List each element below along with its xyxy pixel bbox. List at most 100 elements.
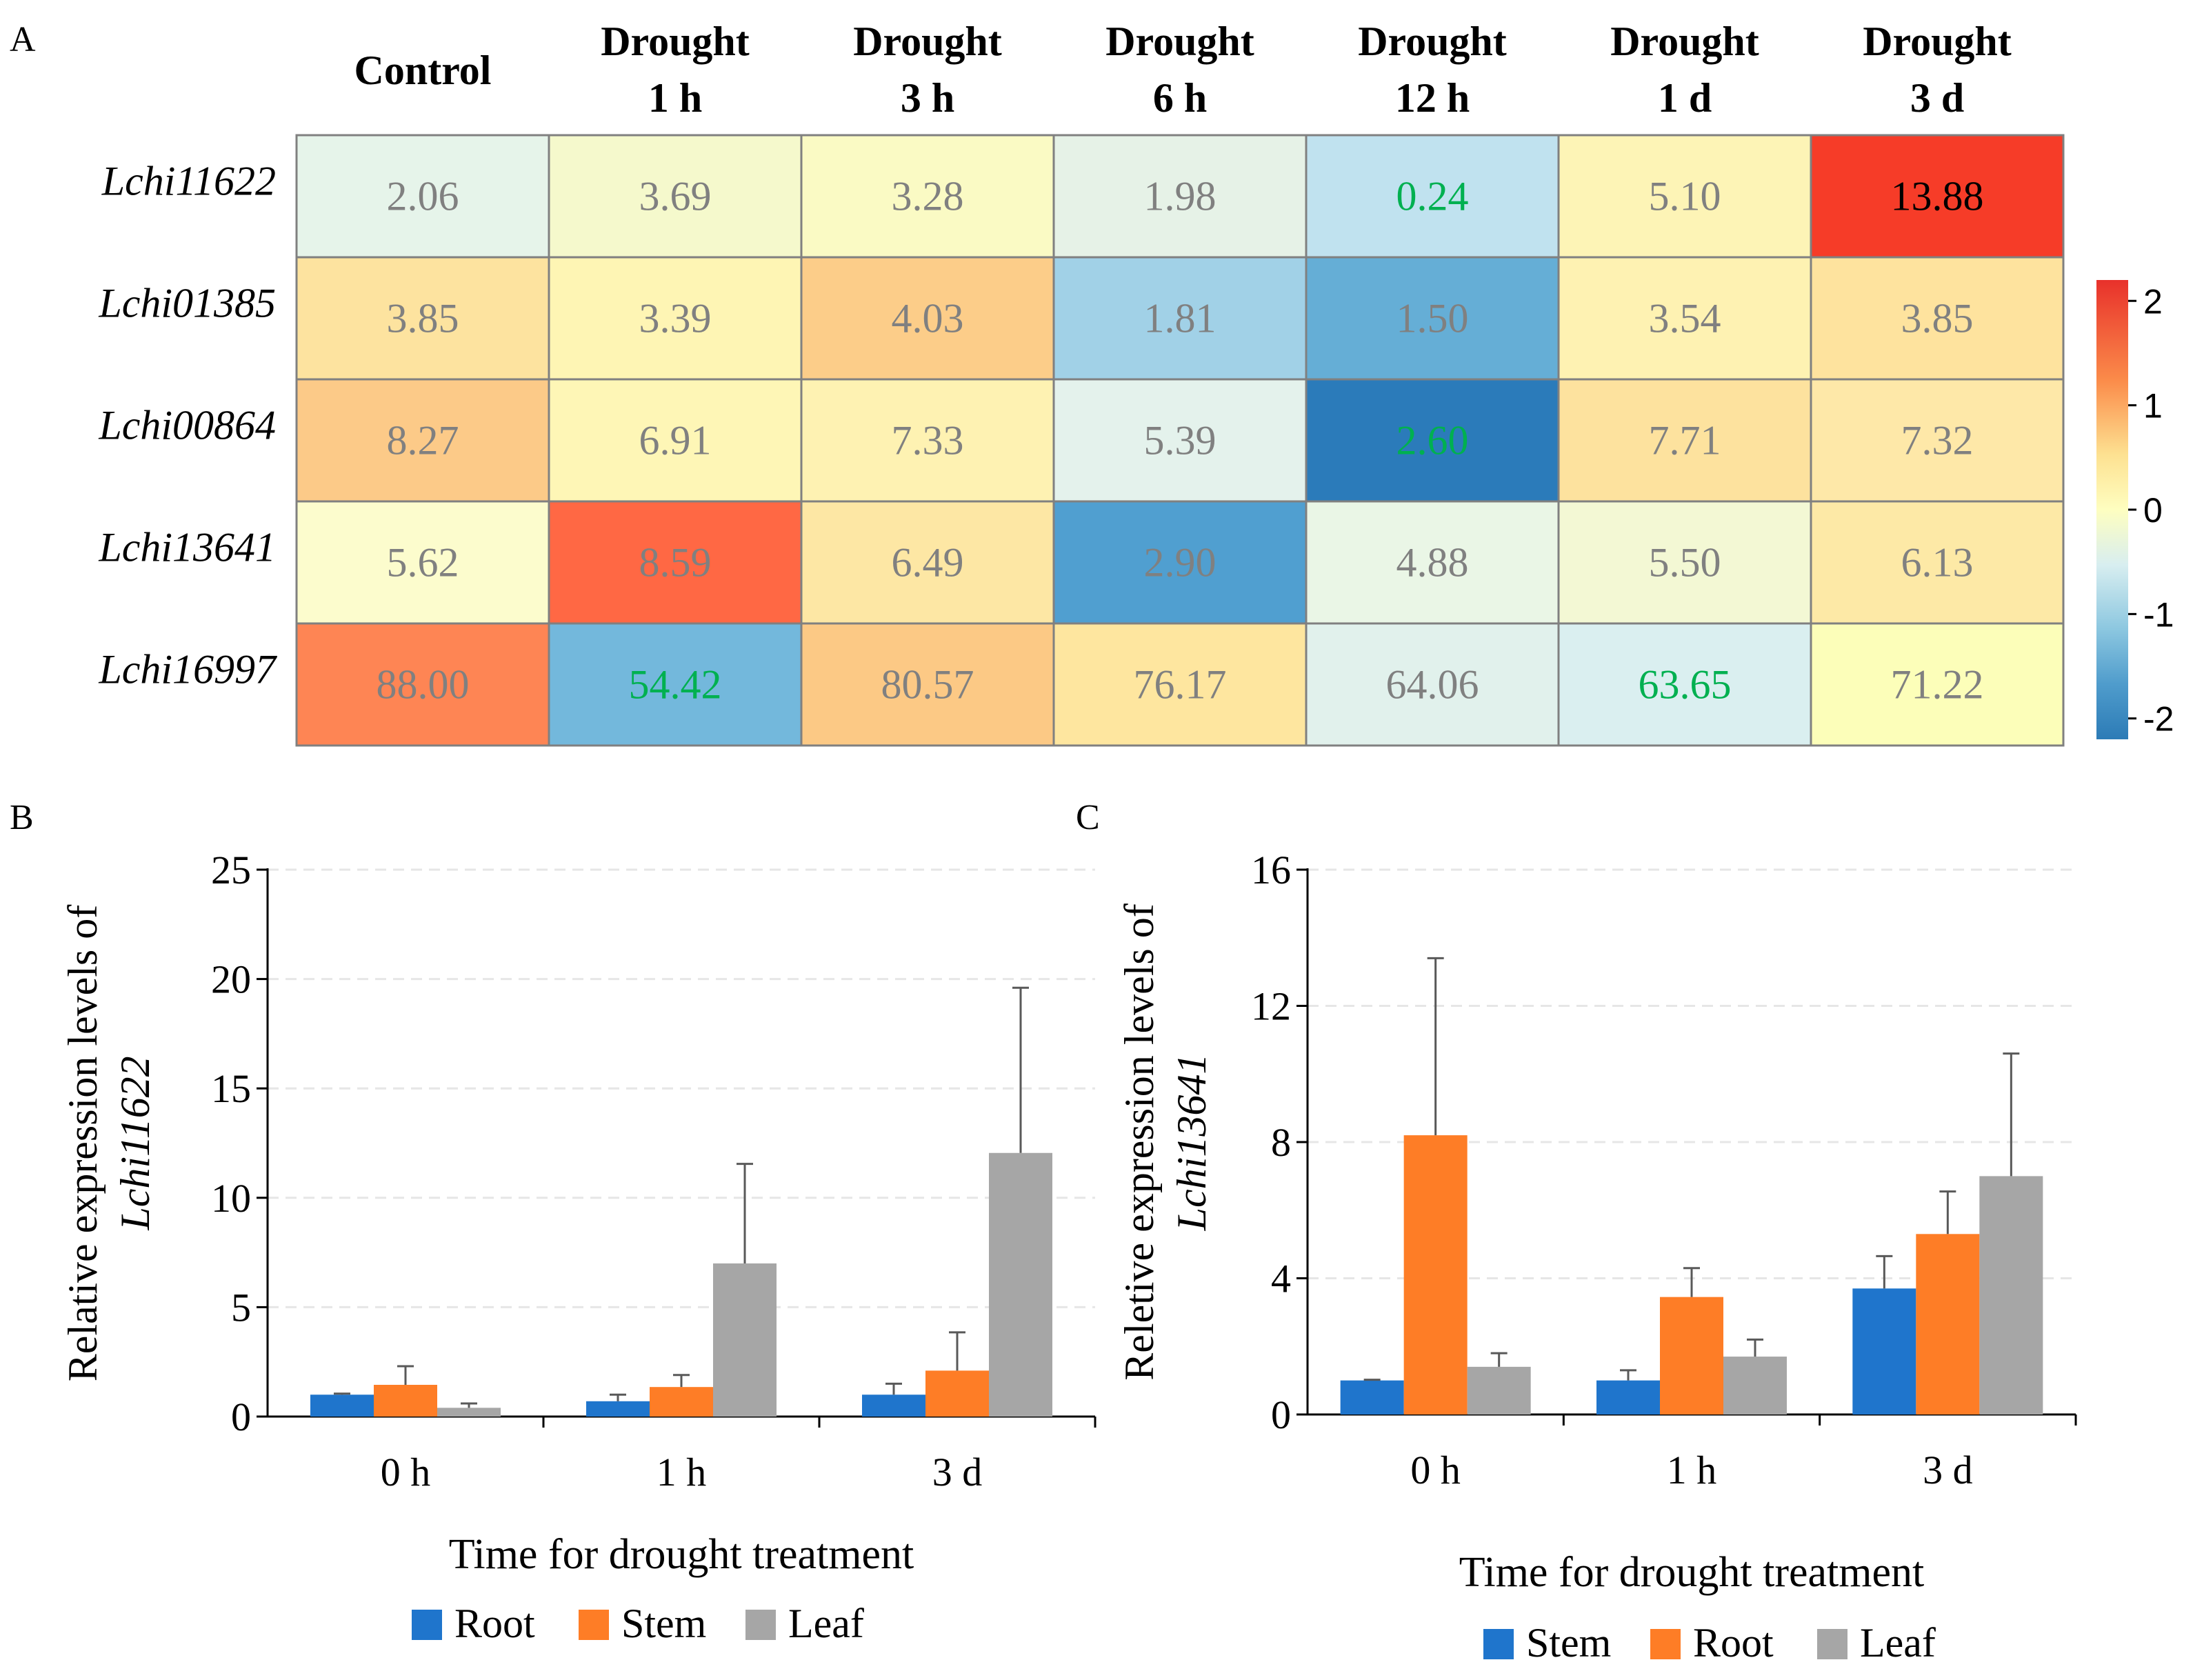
column-header: Drought xyxy=(1863,19,2012,64)
heatmap-cell xyxy=(1810,500,2065,625)
heatmap-cell-value: 7.32 xyxy=(1901,418,1974,463)
row-label: Lchi01385 xyxy=(98,281,276,326)
column-header-sub: 1 h xyxy=(648,75,702,121)
y-tick-label: 8 xyxy=(1271,1120,1291,1165)
heatmap-cell-value: 5.39 xyxy=(1144,418,1216,463)
y-tick-label: 20 xyxy=(211,957,251,1002)
y-tick-label: 12 xyxy=(1251,984,1291,1029)
legend-swatch xyxy=(745,1610,776,1640)
heatmap-cell-value: 1.81 xyxy=(1144,296,1216,341)
bar-leaf xyxy=(713,1263,777,1417)
bar-stem xyxy=(374,1385,437,1417)
bar-stem xyxy=(650,1387,713,1417)
column-header-sub: 3 h xyxy=(901,75,954,121)
y-axis-label: Relative expression levels of xyxy=(60,905,106,1381)
column-header: Drought xyxy=(1358,19,1507,64)
bar-leaf xyxy=(437,1408,501,1417)
heatmap-cell xyxy=(1557,500,1812,625)
heatmap-cell xyxy=(1052,134,1308,259)
heatmap-cell-value: 2.90 xyxy=(1144,540,1216,586)
heatmap-cell xyxy=(1557,378,1812,503)
column-header-sub: 6 h xyxy=(1153,75,1207,121)
row-label: Lchi16997 xyxy=(98,647,278,692)
panel-label-a: A xyxy=(10,20,36,59)
legend-swatch xyxy=(1650,1629,1681,1659)
row-label: Lchi00864 xyxy=(98,403,276,448)
heatmap-cell xyxy=(548,378,803,503)
heatmap-cell-value: 8.27 xyxy=(387,418,459,463)
y-tick-label: 16 xyxy=(1251,848,1291,892)
heatmap-cell-value: 2.60 xyxy=(1396,418,1469,463)
heatmap-cell-value: 0.24 xyxy=(1396,174,1469,219)
colorbar-tick-label: 0 xyxy=(2143,491,2163,530)
heatmap-cell xyxy=(1052,378,1308,503)
heatmap-cell-value: 3.69 xyxy=(639,174,712,219)
heatmap-cell xyxy=(295,622,550,747)
heatmap-cell xyxy=(800,378,1055,503)
column-header: Drought xyxy=(601,19,750,64)
heatmap-cell xyxy=(1557,622,1812,747)
heatmap-cell xyxy=(295,256,550,381)
bar-root xyxy=(862,1394,925,1417)
bar-chart-c: 0 4 8 12 16 0 h 1 h 3 d Reletive expression leve… xyxy=(1116,848,2077,1666)
heatmap-cell xyxy=(1052,500,1308,625)
heatmap-cell xyxy=(1305,256,1560,381)
panel-a: A Control Drought 1 h Drought 3 h Drought 6 h D… xyxy=(10,19,2174,747)
x-tick-label: 1 h xyxy=(657,1450,707,1494)
y-tick-label: 5 xyxy=(231,1285,251,1330)
bar-chart-b: 0 5 10 15 20 25 0 h 1 h 3 d Relative expression l… xyxy=(60,848,1096,1646)
legend-label: Stem xyxy=(621,1601,706,1646)
heatmap-cell-value: 13.88 xyxy=(1891,174,1984,219)
heatmap-cell xyxy=(548,134,803,259)
heatmap-cell xyxy=(1305,378,1560,503)
panel-label-b: B xyxy=(10,798,34,837)
column-header: Drought xyxy=(1610,19,1759,64)
x-tick-label: 0 h xyxy=(1410,1448,1461,1492)
heatmap-cell-value: 80.57 xyxy=(881,662,974,708)
heatmap-cell-value: 1.50 xyxy=(1396,296,1469,341)
heatmap-cell-value: 64.06 xyxy=(1386,662,1479,708)
y-axis-label: Reletive expression levels of xyxy=(1116,903,1162,1380)
heatmap-cell-value: 8.59 xyxy=(639,540,712,586)
heatmap-cell xyxy=(1810,378,2065,503)
bar-leaf xyxy=(989,1152,1052,1417)
heatmap-cell-value: 88.00 xyxy=(377,662,470,708)
heatmap-cell-value: 5.62 xyxy=(387,540,459,586)
bar-stem xyxy=(1596,1380,1660,1414)
heatmap-cell-value: 71.22 xyxy=(1891,662,1984,708)
heatmap-cell xyxy=(800,622,1055,747)
heatmap-cell xyxy=(1810,622,2065,747)
heatmap-cell xyxy=(1557,134,1812,259)
heatmap-cell xyxy=(295,500,550,625)
heatmap-cell-value: 6.49 xyxy=(892,540,964,586)
y-tick-label: 4 xyxy=(1271,1257,1291,1301)
heatmap-cell-value: 3.39 xyxy=(639,296,712,341)
colorbar-tick-label: 2 xyxy=(2143,282,2163,321)
column-header: Drought xyxy=(1105,19,1254,64)
legend-label: Stem xyxy=(1526,1620,1611,1666)
bar-leaf xyxy=(1467,1366,1531,1414)
legend-label: Leaf xyxy=(788,1601,864,1646)
heatmap-cell xyxy=(800,134,1055,259)
colorbar-ticks: 2 1 0 -1 -2 xyxy=(2128,282,2174,739)
bar-root xyxy=(586,1401,650,1417)
x-tick-label: 3 d xyxy=(932,1450,983,1494)
heatmap-cell-value: 54.42 xyxy=(629,662,722,708)
column-header: Control xyxy=(354,48,492,93)
legend-swatch xyxy=(1483,1629,1514,1659)
legend-label: Root xyxy=(454,1601,535,1646)
y-axis-label-gene: Lchi13641 xyxy=(1169,1054,1214,1232)
y-tick-label: 0 xyxy=(1271,1392,1291,1437)
heatmap-cell xyxy=(295,134,550,259)
heatmap-cell-value: 7.71 xyxy=(1649,418,1721,463)
colorbar-tick-label: -2 xyxy=(2143,700,2174,739)
bar-stem xyxy=(1340,1380,1404,1414)
legend-label: Leaf xyxy=(1860,1620,1936,1666)
legend-label: Root xyxy=(1693,1620,1774,1666)
heatmap-cell xyxy=(1305,134,1560,259)
heatmap-cell-value: 5.50 xyxy=(1649,540,1721,586)
heatmap-cell-value: 76.17 xyxy=(1134,662,1227,708)
panel-c: C 0 4 8 12 16 0 h 1 h 3 d Reletive expression le… xyxy=(1076,798,2077,1666)
heatmap-cell-value: 6.91 xyxy=(639,418,712,463)
